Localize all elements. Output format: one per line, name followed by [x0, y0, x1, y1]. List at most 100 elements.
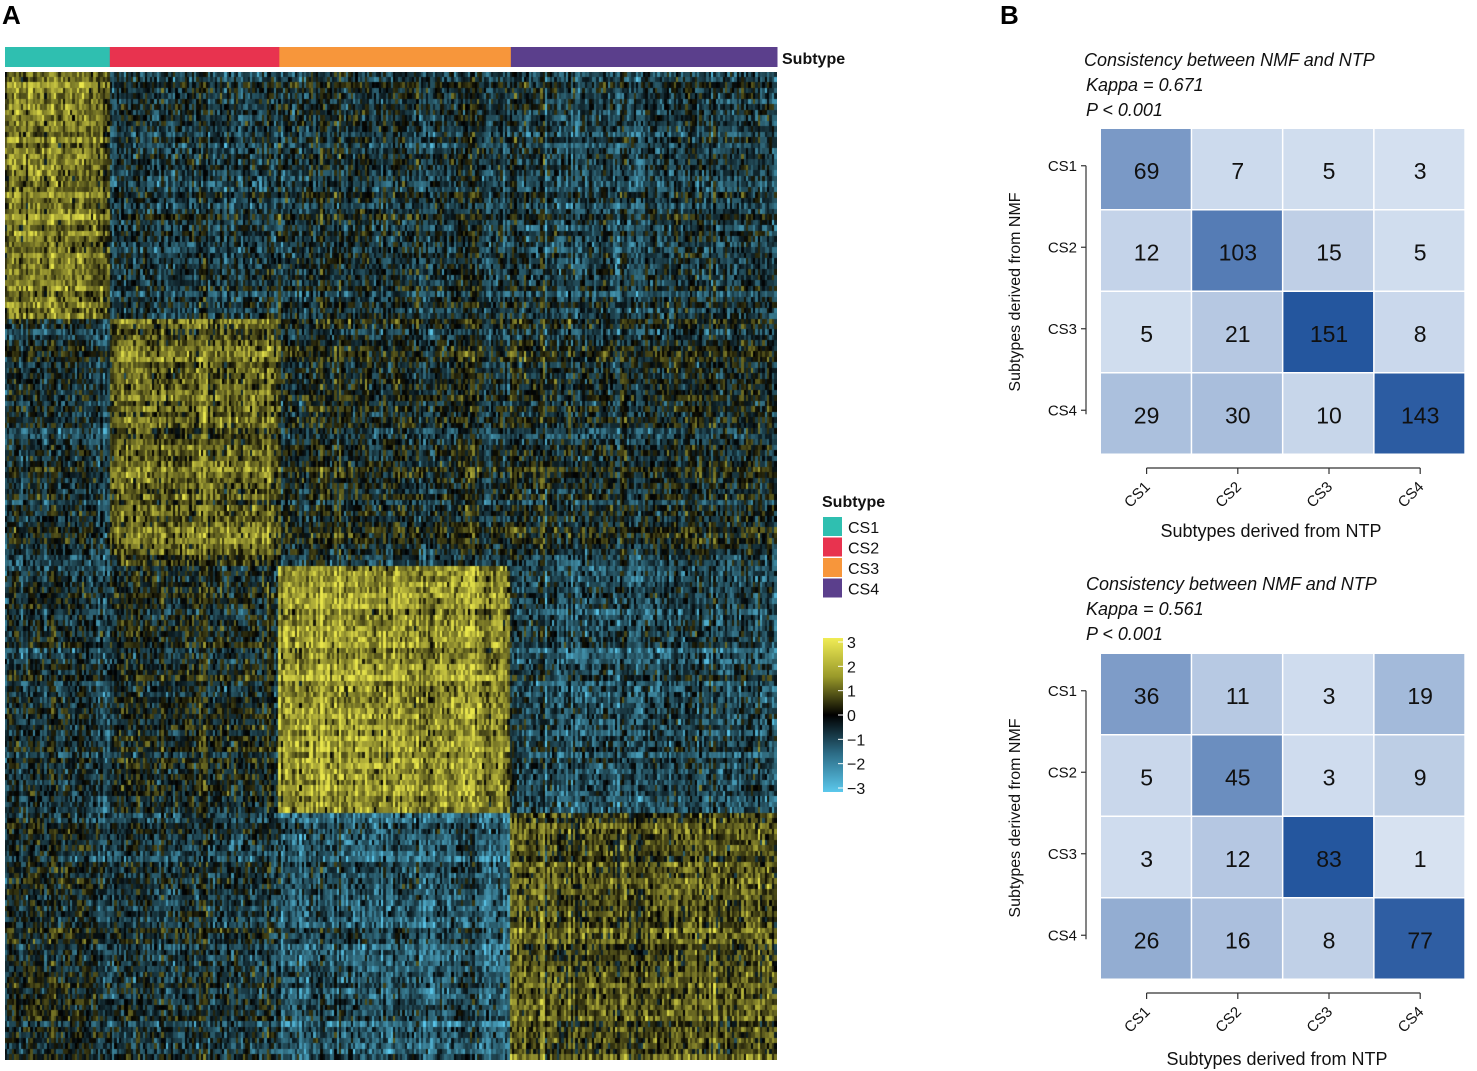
matrix-value: 8 [1323, 927, 1336, 953]
matrix-value: 69 [1134, 158, 1160, 184]
matrix-value: 3 [1323, 683, 1336, 709]
matrix-cell-r2-c1 [1101, 735, 1191, 816]
matrix-cell-r4-c3 [1283, 898, 1374, 979]
matrix-cell-r3-c2 [1192, 817, 1282, 897]
matrix-cell-r3-c1 [1101, 292, 1191, 372]
y-tick-label: CS2 [1048, 239, 1077, 256]
matrix-value: 3 [1323, 764, 1336, 790]
y-tick-label: CS1 [1048, 683, 1077, 700]
subtype-legend: Subtype CS1 CS2 CS3 CS4 [822, 494, 885, 599]
subtype-annotation-bar [5, 47, 778, 67]
legend-title: Subtype [822, 494, 885, 511]
legend-label-cs2: CS2 [848, 541, 879, 558]
matrix-value: 12 [1225, 846, 1251, 872]
legend-label-cs4: CS4 [848, 582, 879, 599]
matrix-value: 11 [1226, 683, 1250, 709]
cm-top-title: Consistency between NMF and NTP [1084, 50, 1375, 70]
legend-swatch-cs2 [823, 537, 842, 557]
matrix-cell-r2-c2 [1192, 210, 1282, 291]
matrix-cell-r3-c3 [1283, 292, 1374, 372]
matrix-cell-r4-c4 [1374, 898, 1465, 979]
matrix-value: 16 [1225, 927, 1251, 953]
x-tick-label: CS4 [1395, 478, 1428, 511]
matrix-cell-r2-c4 [1374, 735, 1465, 816]
y-tick-label: CS4 [1048, 927, 1077, 944]
colorbar-gradient [823, 638, 843, 792]
matrix-value: 1 [1414, 846, 1427, 872]
cm-bottom-xlabel: Subtypes derived from NTP [1166, 1049, 1387, 1069]
matrix-value: 19 [1407, 683, 1433, 709]
annotation-title: Subtype [782, 51, 845, 68]
matrix-cell-r2-c2 [1192, 735, 1282, 816]
x-tick-label: CS3 [1303, 478, 1336, 511]
x-tick-label: CS1 [1121, 1003, 1154, 1036]
cm-top-kappa: Kappa = 0.671 [1086, 75, 1204, 95]
annotation-cs4 [510, 47, 778, 67]
cm-top-pvalue: P < 0.001 [1086, 100, 1163, 120]
heatmap-canvas [5, 72, 777, 1060]
cm-bottom-ylabel: Subtypes derived from NMF [1007, 718, 1024, 917]
legend-swatch-cs4 [823, 578, 842, 598]
matrix-cell-r3-c1 [1101, 817, 1191, 897]
matrix-value: 15 [1316, 239, 1342, 265]
panel-label-b: B [1000, 0, 1019, 30]
matrix-value: 12 [1134, 239, 1160, 265]
matrix-value: 83 [1316, 846, 1342, 872]
matrix-cell-r1-c3 [1283, 129, 1374, 209]
colorbar-tick-label: 3 [847, 635, 856, 652]
expression-heatmap [5, 72, 777, 1060]
matrix-value: 5 [1140, 764, 1153, 790]
legend-label-cs1: CS1 [848, 520, 879, 537]
matrix-cell-r1-c4 [1374, 129, 1465, 209]
x-tick-label: CS2 [1212, 1003, 1245, 1036]
matrix-value: 36 [1134, 683, 1160, 709]
panel-label-a: A [2, 0, 21, 30]
y-tick-label: CS3 [1048, 321, 1077, 338]
matrix-value: 26 [1134, 927, 1160, 953]
matrix-cell-r2-c1 [1101, 210, 1191, 291]
matrix-value: 3 [1414, 158, 1427, 184]
matrix-value: 29 [1134, 402, 1160, 428]
matrix-value: 5 [1414, 239, 1427, 265]
matrix-value: 5 [1140, 321, 1153, 347]
matrix-cell-r1-c3 [1283, 654, 1374, 734]
cm-top-ylabel: Subtypes derived from NMF [1007, 192, 1024, 391]
matrix-cell-r2-c4 [1374, 210, 1465, 291]
y-tick-label: CS1 [1048, 158, 1077, 175]
confusion-matrix-bottom: Consistency between NMF and NTP Kappa = … [1007, 574, 1465, 1069]
matrix-value: 30 [1225, 402, 1251, 428]
cm-bottom-pvalue: P < 0.001 [1086, 624, 1163, 644]
matrix-cell-r4-c2 [1192, 373, 1282, 454]
matrix-cell-r1-c2 [1192, 654, 1282, 734]
matrix-cell-r3-c4 [1374, 817, 1465, 897]
x-tick-label: CS3 [1303, 1003, 1336, 1036]
matrix-cell-r2-c3 [1283, 210, 1374, 291]
matrix-cell-r4-c4 [1374, 373, 1465, 454]
colorbar-tick-label: −2 [847, 757, 865, 774]
matrix-value: 9 [1414, 764, 1427, 790]
matrix-value: 5 [1323, 158, 1336, 184]
x-tick-label: CS2 [1212, 478, 1245, 511]
confusion-matrix-top: Consistency between NMF and NTP Kappa = … [1007, 50, 1465, 541]
matrix-value: 151 [1310, 321, 1348, 347]
matrix-cell-r4-c2 [1192, 898, 1282, 979]
matrix-cell-r1-c2 [1192, 129, 1282, 209]
matrix-value: 10 [1316, 402, 1342, 428]
colorbar-tick-label: 2 [847, 659, 856, 676]
matrix-cell-r3-c3 [1283, 817, 1374, 897]
matrix-cell-r3-c2 [1192, 292, 1282, 372]
matrix-value: 21 [1225, 321, 1251, 347]
matrix-value: 45 [1225, 764, 1251, 790]
matrix-value: 8 [1414, 321, 1427, 347]
colorbar-tick-label: −3 [847, 781, 865, 798]
annotation-cs2 [109, 47, 280, 67]
x-tick-label: CS1 [1121, 478, 1154, 511]
cm-bottom-kappa: Kappa = 0.561 [1086, 599, 1204, 619]
matrix-value: 3 [1140, 846, 1153, 872]
matrix-cell-r3-c4 [1374, 292, 1465, 372]
matrix-cell-r1-c1 [1101, 129, 1191, 209]
matrix-value: 143 [1401, 402, 1439, 428]
colorbar-tick-label: 0 [847, 708, 856, 725]
matrix-value: 7 [1231, 158, 1244, 184]
